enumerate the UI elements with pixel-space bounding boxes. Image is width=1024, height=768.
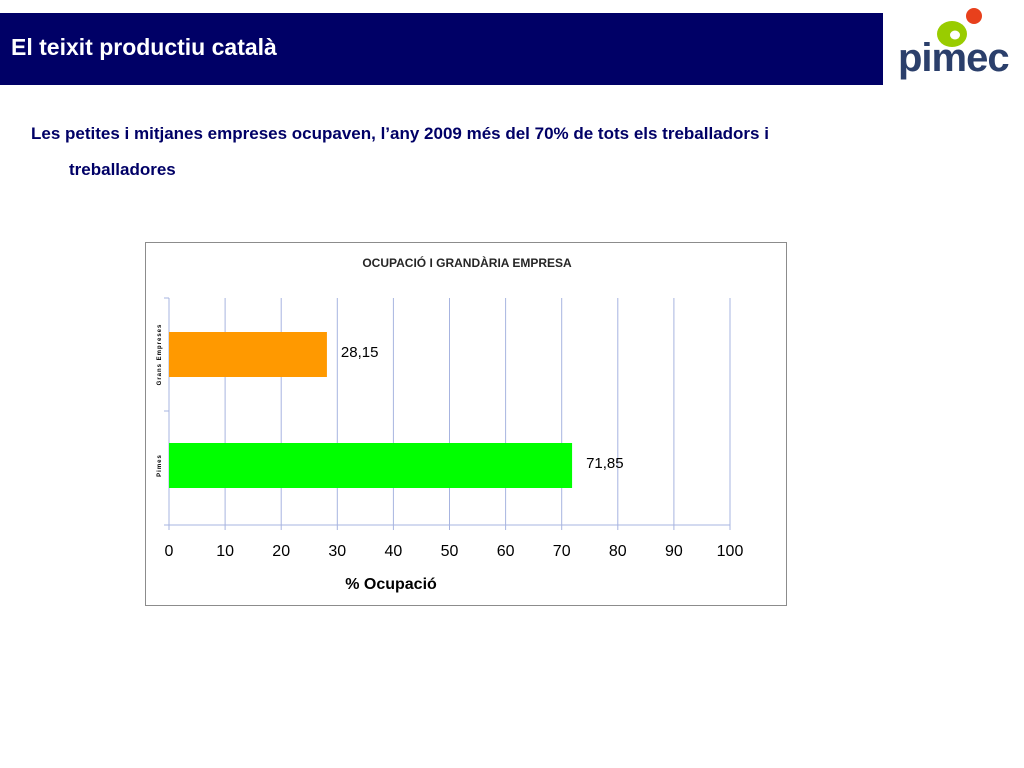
x-tick-label: 70: [553, 543, 571, 560]
chart-frame: OCUPACIÓ I GRANDÀRIA EMPRESA 0 10 20 30 40 50 6…: [145, 242, 787, 606]
x-axis-label: % Ocupació: [345, 576, 437, 593]
bar-pimes: [169, 443, 573, 488]
x-tick-label: 30: [328, 543, 346, 560]
subtitle-line-1: Les petites i mitjanes empreses ocupaven…: [31, 124, 769, 143]
bar-grans-empreses: [169, 332, 327, 377]
subtitle: Les petites i mitjanes empreses ocupaven…: [31, 116, 931, 188]
chart-title: OCUPACIÓ I GRANDÀRIA EMPRESA: [362, 255, 572, 270]
bar-chart: OCUPACIÓ I GRANDÀRIA EMPRESA 0 10 20 30 40 50 6…: [157, 255, 744, 593]
x-tick-label: 50: [441, 543, 459, 560]
data-label: 28,15: [341, 344, 379, 361]
pimec-logo: pimec: [895, 4, 1017, 88]
logo-text: pimec: [898, 36, 1010, 80]
title-bar: El teixit productiu català: [0, 13, 883, 85]
category-label: Pimes: [157, 454, 163, 477]
x-tick-label: 40: [385, 543, 403, 560]
page-title: El teixit productiu català: [11, 33, 277, 60]
x-tick-label: 0: [165, 543, 174, 560]
x-tick-label: 20: [272, 543, 290, 560]
x-tick-label: 80: [609, 543, 627, 560]
x-tick-label: 10: [216, 543, 234, 560]
subtitle-line-2: treballadores: [69, 160, 176, 179]
category-label: Grans Empreses: [157, 324, 163, 386]
logo-mark-icon: [937, 8, 982, 47]
x-tick-label: 90: [665, 543, 683, 560]
data-label: 71,85: [586, 455, 624, 472]
x-tick-label: 60: [497, 543, 515, 560]
x-tick-label: 100: [717, 543, 744, 560]
